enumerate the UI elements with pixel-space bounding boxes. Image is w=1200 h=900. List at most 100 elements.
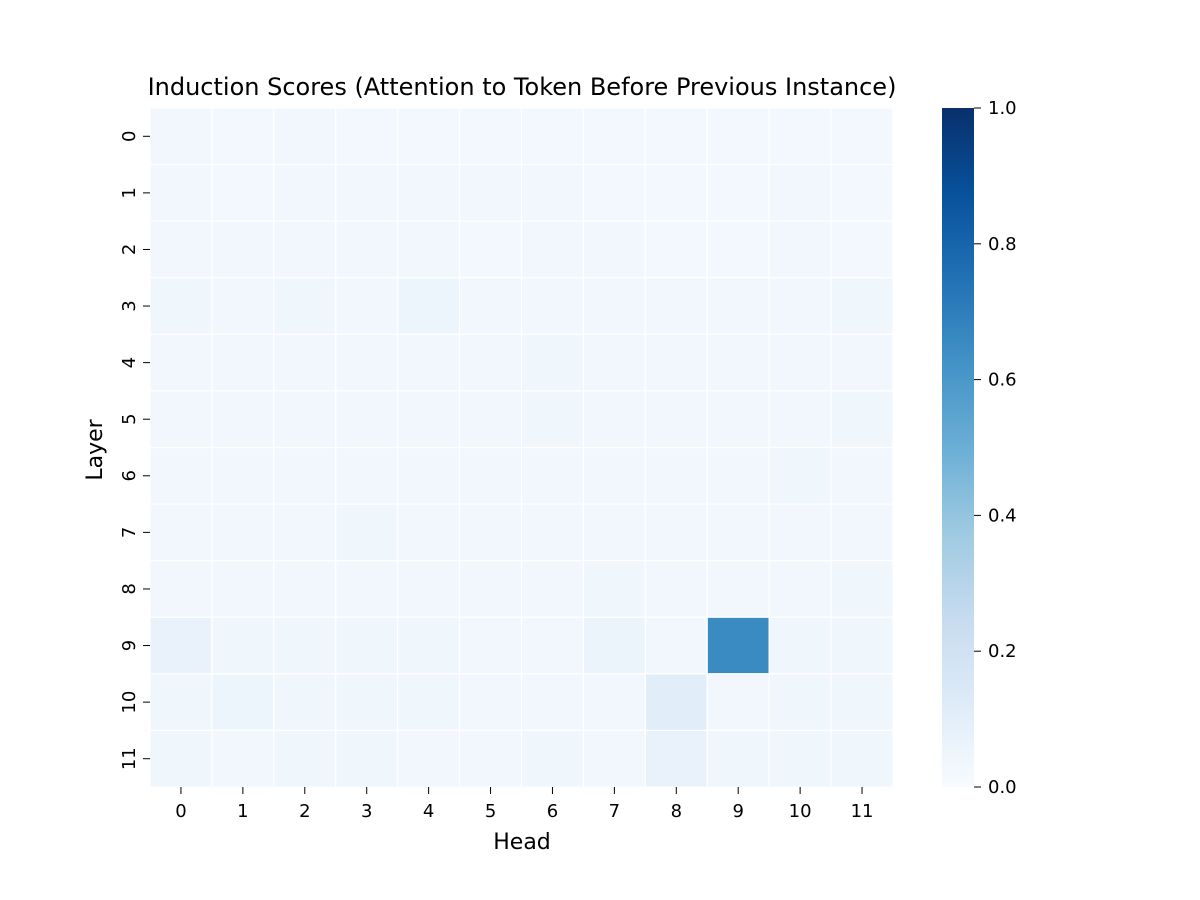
heatmap-cell xyxy=(644,560,708,618)
heatmap-cell xyxy=(458,163,523,222)
heatmap-cell xyxy=(211,616,275,675)
heatmap-cell xyxy=(211,220,275,279)
heatmap-cell xyxy=(644,107,708,166)
heatmap-cell xyxy=(397,446,461,505)
heatmap-cell xyxy=(149,333,213,392)
heatmap-cell xyxy=(458,446,523,505)
heatmap-cell xyxy=(520,107,585,166)
heatmap-cell xyxy=(830,503,894,562)
heatmap-cell xyxy=(520,277,585,335)
heatmap-cell xyxy=(582,220,646,279)
heatmap-cell xyxy=(520,163,585,222)
heatmap-cell xyxy=(520,333,585,392)
heatmap-cell xyxy=(582,163,646,222)
heatmap-cell xyxy=(335,390,399,449)
heatmap-cell xyxy=(149,277,213,335)
heatmap-cell xyxy=(706,220,770,279)
heatmap-cell xyxy=(335,333,399,392)
heatmap-cell xyxy=(397,560,461,618)
heatmap-cell xyxy=(335,163,399,222)
heatmap-cell xyxy=(458,107,523,166)
heatmap-cell xyxy=(644,729,708,788)
heatmap-cell xyxy=(644,673,708,732)
heatmap-cell xyxy=(830,729,894,788)
heatmap-cell xyxy=(335,560,399,618)
heatmap-cell xyxy=(335,107,399,166)
heatmap-cell xyxy=(149,220,213,279)
heatmap-cell xyxy=(706,163,770,222)
heatmap-cell xyxy=(706,446,770,505)
heatmap-cell xyxy=(520,446,585,505)
heatmap-cell xyxy=(768,333,832,392)
heatmap-cell xyxy=(520,673,585,732)
x-tick-label: 4 xyxy=(423,801,434,822)
heatmap-cell xyxy=(830,616,894,675)
heatmap-cell xyxy=(768,729,832,788)
heatmap-cell xyxy=(768,390,832,449)
heatmap-cell xyxy=(397,729,461,788)
heatmap-cell xyxy=(582,503,646,562)
heatmap-cell xyxy=(335,446,399,505)
x-tick-label: 10 xyxy=(789,801,812,822)
heatmap-cell xyxy=(582,277,646,335)
heatmap-cell xyxy=(520,560,585,618)
heatmap-cell xyxy=(273,729,337,788)
colorbar-tick-label: 1.0 xyxy=(988,98,1017,119)
heatmap-cell xyxy=(830,333,894,392)
heatmap-cell xyxy=(830,390,894,449)
heatmap-cell xyxy=(211,673,275,732)
heatmap-cell xyxy=(211,503,275,562)
heatmap-cell xyxy=(273,220,337,279)
heatmap-cell xyxy=(458,333,523,392)
heatmap-cell xyxy=(706,107,770,166)
y-tick-label: 11 xyxy=(119,747,140,770)
x-tick-label: 9 xyxy=(732,801,743,822)
heatmap-cell xyxy=(582,560,646,618)
heatmap-cell xyxy=(458,503,523,562)
colorbar-ticks: 0.0 0.2 0.4 0.6 0.8 1.0 xyxy=(974,98,1017,798)
y-tick-label: 4 xyxy=(119,357,140,368)
heatmap-cell xyxy=(830,277,894,335)
y-axis-ticks: 0 1 2 3 4 5 6 7 8 9 10 11 xyxy=(119,131,150,770)
heatmap-cell xyxy=(706,390,770,449)
heatmap-cell xyxy=(211,277,275,335)
heatmap-cell xyxy=(273,616,337,675)
heatmap-cell xyxy=(706,333,770,392)
heatmap-cell xyxy=(582,446,646,505)
y-axis-label: Layer xyxy=(83,418,108,480)
y-tick-label: 1 xyxy=(119,187,140,198)
heatmap-cell xyxy=(397,220,461,279)
heatmap-cell xyxy=(458,277,523,335)
x-tick-label: 2 xyxy=(299,801,310,822)
heatmap-cell xyxy=(830,673,894,732)
heatmap-cell xyxy=(458,220,523,279)
heatmap-cell xyxy=(149,390,213,449)
heatmap-cell xyxy=(706,729,770,788)
heatmap-cell xyxy=(149,560,213,618)
heatmap-cell xyxy=(273,390,337,449)
heatmap-cell xyxy=(644,390,708,449)
heatmap-cell xyxy=(397,390,461,449)
y-tick-label: 5 xyxy=(119,413,140,424)
y-tick-label: 8 xyxy=(119,583,140,594)
heatmap-cell xyxy=(644,503,708,562)
heatmap-cell xyxy=(458,729,523,788)
heatmap-cell xyxy=(830,560,894,618)
x-tick-label: 8 xyxy=(671,801,682,822)
y-tick-label: 2 xyxy=(119,244,140,255)
heatmap-cell xyxy=(273,673,337,732)
heatmap-cell xyxy=(458,673,523,732)
heatmap-cell xyxy=(768,673,832,732)
heatmap-cell xyxy=(335,503,399,562)
heatmap-cell xyxy=(582,673,646,732)
heatmap-cell xyxy=(520,729,585,788)
heatmap-cell xyxy=(397,673,461,732)
heatmap-cell xyxy=(273,277,337,335)
heatmap-cell xyxy=(149,729,213,788)
heatmap-cell xyxy=(273,163,337,222)
heatmap-cell xyxy=(830,220,894,279)
chart-title: Induction Scores (Attention to Token Bef… xyxy=(148,73,897,101)
heatmap-cell xyxy=(458,560,523,618)
heatmap-cell xyxy=(273,503,337,562)
heatmap-cell xyxy=(458,390,523,449)
